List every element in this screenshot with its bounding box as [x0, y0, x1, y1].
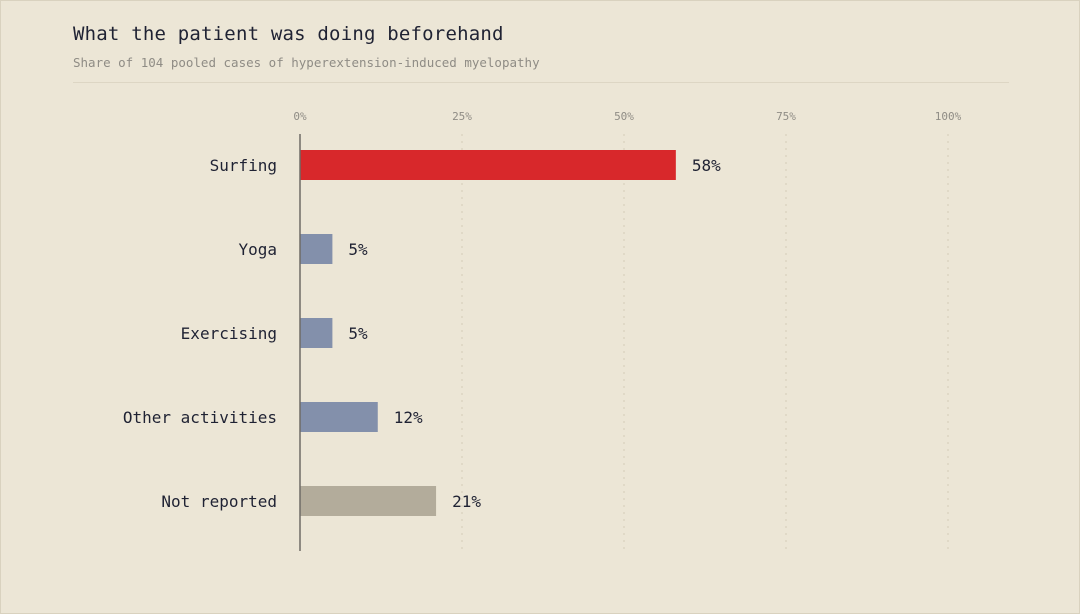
chart-subtitle: Share of 104 pooled cases of hyperextens…: [73, 55, 540, 70]
category-label: Surfing: [210, 156, 277, 175]
category-label: Not reported: [161, 492, 277, 511]
category-label: Other activities: [123, 408, 277, 427]
value-label: 5%: [348, 240, 368, 259]
value-label: 12%: [394, 408, 423, 427]
bar: [300, 486, 437, 516]
category-label: Exercising: [181, 324, 277, 343]
header-divider: [73, 82, 1009, 83]
bar: [300, 318, 333, 348]
x-tick-label: 0%: [293, 110, 307, 123]
value-label: 58%: [692, 156, 721, 175]
x-tick-label: 25%: [452, 110, 472, 123]
x-tick-label: 50%: [614, 110, 634, 123]
bar: [300, 150, 676, 180]
bar: [300, 402, 378, 432]
chart-title: What the patient was doing beforehand: [73, 23, 504, 45]
value-label: 21%: [452, 492, 481, 511]
x-tick-label: 100%: [935, 110, 962, 123]
category-label: Yoga: [238, 240, 277, 259]
x-tick-label: 75%: [776, 110, 796, 123]
value-label: 5%: [348, 324, 368, 343]
bar: [300, 234, 333, 264]
